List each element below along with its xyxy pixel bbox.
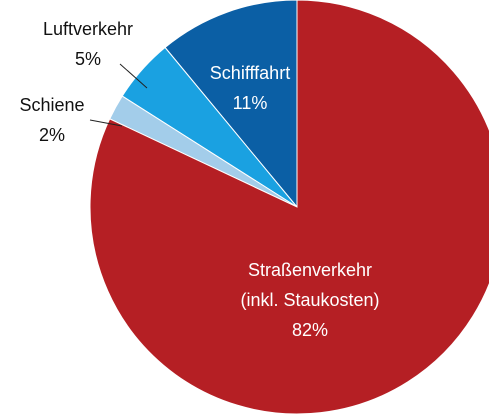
pie-slice: [164, 0, 298, 209]
value-label: 82%: [291, 320, 329, 340]
slice-label: Straßenverkehr (inkl. Staukosten) 82%: [240, 255, 379, 345]
value-label: 11%: [232, 93, 268, 113]
value-label: 2%: [38, 125, 65, 145]
category-label: Schifffahrt: [209, 63, 291, 83]
leader-line: [89, 119, 123, 127]
leader-line: [119, 63, 148, 89]
category-label: Schiene: [19, 95, 85, 115]
slice-label: Schifffahrt 11%: [210, 58, 290, 118]
category-label: Luftverkehr: [42, 19, 134, 39]
slice-label: Luftverkehr 5%: [43, 14, 133, 74]
pie-slice: [89, 0, 489, 414]
slice-label: Schiene 2%: [19, 90, 84, 150]
category-label: Straßenverkehr (inkl. Staukosten): [240, 260, 380, 310]
value-label: 5%: [74, 49, 102, 69]
